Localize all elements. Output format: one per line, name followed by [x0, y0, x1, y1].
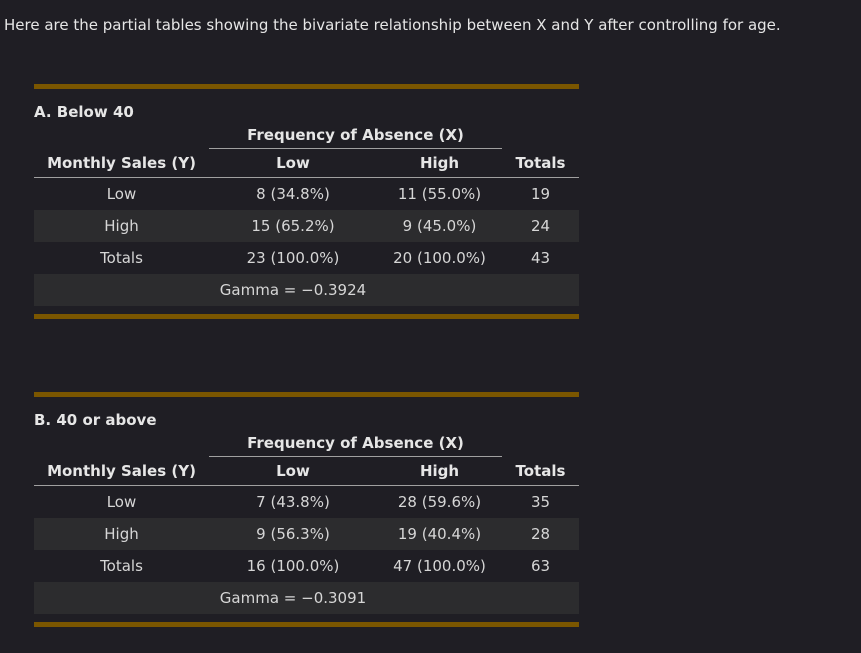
spanner-row: Frequency of Absence (X) — [34, 430, 579, 457]
table-row: High 9 (56.3%) 19 (40.4%) 28 — [34, 518, 579, 550]
cell: 11 (55.0%) — [397, 185, 482, 203]
row-label: High — [34, 518, 209, 550]
top-rule — [34, 84, 579, 89]
cell: 9 (45.0%) — [377, 210, 502, 242]
table-row: Low 7 (43.8%) 28 (59.6%) 35 — [34, 486, 579, 519]
column-header-totals: Totals — [502, 148, 579, 178]
gamma-value: Gamma = −0.3924 — [209, 274, 377, 306]
row-total: 28 — [502, 518, 579, 550]
partial-table-below-40: A. Below 40 Frequency of Absence (X) Mon… — [34, 84, 579, 319]
bottom-rule — [34, 622, 579, 627]
row-label: High — [34, 210, 209, 242]
cell: 47 (100.0%) — [393, 557, 486, 575]
row-label: Low — [106, 493, 137, 511]
table-row: Totals 16 (100.0%) 47 (100.0%) 63 — [34, 550, 579, 582]
gamma-row: Gamma = −0.3091 — [34, 582, 579, 614]
row-label: Low — [106, 185, 137, 203]
header-row: Monthly Sales (Y) Low High Totals — [34, 148, 579, 178]
crosstab: Frequency of Absence (X) Monthly Sales (… — [34, 122, 579, 306]
table-row: High 15 (65.2%) 9 (45.0%) 24 — [34, 210, 579, 242]
row-variable-header: Monthly Sales (Y) — [34, 456, 209, 486]
table-title: B. 40 or above — [34, 411, 157, 429]
table-row: Low 8 (34.8%) 11 (55.0%) 19 — [34, 178, 579, 211]
gamma-row: Gamma = −0.3924 — [34, 274, 579, 306]
column-spanner: Frequency of Absence (X) — [209, 122, 502, 149]
column-header-totals: Totals — [502, 456, 579, 486]
cell: 7 (43.8%) — [256, 493, 330, 511]
cell: 9 (56.3%) — [209, 518, 377, 550]
partial-table-40-or-above: B. 40 or above Frequency of Absence (X) … — [34, 392, 579, 627]
column-header-high: High — [377, 456, 502, 486]
column-header-low: Low — [209, 148, 377, 178]
cell: 28 (59.6%) — [397, 493, 482, 511]
row-label: Totals — [100, 249, 143, 267]
spanner-row: Frequency of Absence (X) — [34, 122, 579, 149]
cell: 15 (65.2%) — [209, 210, 377, 242]
intro-text: Here are the partial tables showing the … — [4, 16, 781, 34]
row-total: 43 — [530, 249, 551, 267]
gamma-value: Gamma = −0.3091 — [209, 582, 377, 614]
cell: 23 (100.0%) — [246, 249, 340, 267]
row-total: 63 — [530, 557, 551, 575]
table-row: Totals 23 (100.0%) 20 (100.0%) 43 — [34, 242, 579, 274]
cell: 16 (100.0%) — [246, 557, 340, 575]
column-spanner: Frequency of Absence (X) — [209, 430, 502, 457]
column-header-high: High — [377, 148, 502, 178]
cell: 19 (40.4%) — [377, 518, 502, 550]
row-label: Totals — [100, 557, 143, 575]
table-title: A. Below 40 — [34, 103, 134, 121]
top-rule — [34, 392, 579, 397]
row-total: 24 — [502, 210, 579, 242]
cell: 20 (100.0%) — [393, 249, 486, 267]
header-row: Monthly Sales (Y) Low High Totals — [34, 456, 579, 486]
cell: 8 (34.8%) — [256, 185, 330, 203]
crosstab: Frequency of Absence (X) Monthly Sales (… — [34, 430, 579, 614]
row-total: 35 — [530, 493, 551, 511]
column-header-low: Low — [209, 456, 377, 486]
row-total: 19 — [530, 185, 551, 203]
bottom-rule — [34, 314, 579, 319]
row-variable-header: Monthly Sales (Y) — [34, 148, 209, 178]
